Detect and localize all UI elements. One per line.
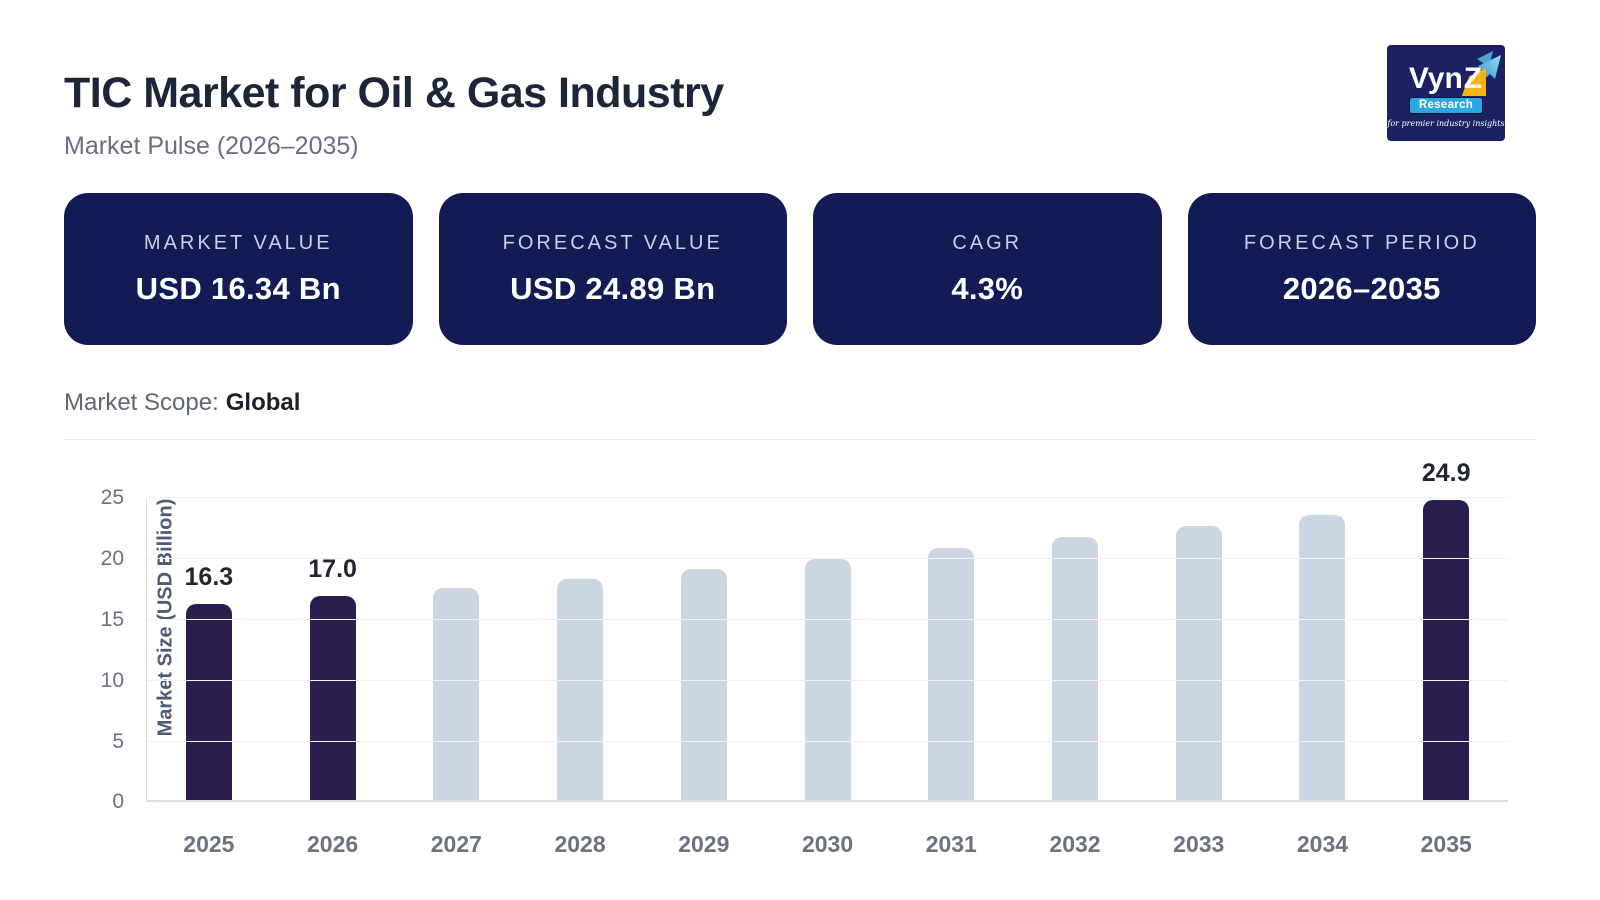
kpi-card-forecast-period: FORECAST PERIOD 2026–2035 xyxy=(1187,193,1536,346)
kpi-card-market-value: MARKET VALUE USD 16.34 Bn xyxy=(64,193,413,346)
y-tick-label: 5 xyxy=(112,729,124,753)
y-tick-label: 25 xyxy=(100,486,124,510)
y-tick-label: 20 xyxy=(100,547,124,571)
kpi-value: 4.3% xyxy=(951,270,1024,306)
bar-2031 xyxy=(928,548,975,803)
bar-2030 xyxy=(804,559,851,803)
x-axis-label: 2029 xyxy=(678,831,730,858)
kpi-label: FORECAST PERIOD xyxy=(1243,231,1480,254)
bar-column-2030: 2030 xyxy=(766,498,890,857)
bar-column-2031: 2031 xyxy=(889,498,1013,857)
bar-2029 xyxy=(680,568,727,803)
market-scope-value: Global xyxy=(225,389,301,417)
gridline xyxy=(147,800,1508,803)
kpi-card-forecast-value: FORECAST VALUE USD 24.89 Bn xyxy=(438,193,787,346)
kpi-value: USD 16.34 Bn xyxy=(135,270,341,306)
x-axis-label: 2030 xyxy=(801,831,854,858)
bar-column-2034: 2034 xyxy=(1261,498,1385,857)
kpi-label: FORECAST VALUE xyxy=(502,231,723,254)
bar-columns: 16.3 2025 17.0 2026 2027 2028 2029 2030 2031 2032… xyxy=(147,459,1508,858)
y-tick-label: 0 xyxy=(112,790,124,814)
bar-column-2027: 2027 xyxy=(394,498,518,857)
gridline xyxy=(147,497,1508,499)
bar-2025 xyxy=(185,604,232,803)
gridline xyxy=(147,618,1508,620)
bar-2028 xyxy=(557,578,604,803)
logo-brand-text: VynZ xyxy=(1408,62,1483,95)
bar-column-2035: 24.9 2035 xyxy=(1384,459,1508,858)
vynz-research-logo: VynZ Research for premier industry insig… xyxy=(1387,45,1505,141)
page-subtitle: Market Pulse (2026–2035) xyxy=(64,132,359,161)
bar-column-2033: 2033 xyxy=(1137,498,1261,857)
x-axis-label: 2027 xyxy=(430,831,482,858)
kpi-label: CAGR xyxy=(952,231,1023,254)
gridline xyxy=(147,558,1508,560)
bar-value-label: 16.3 xyxy=(184,563,234,592)
bar-value-label: 17.0 xyxy=(308,554,357,583)
x-axis-label: 2033 xyxy=(1173,831,1225,858)
y-axis-tick-labels: 0 5 10 15 20 25 xyxy=(64,487,140,813)
logo-tagline: for premier industry insights xyxy=(1387,119,1505,128)
kpi-row: MARKET VALUE USD 16.34 Bn FORECAST VALUE… xyxy=(64,193,1536,346)
page-title: TIC Market for Oil & Gas Industry xyxy=(64,69,724,117)
bar-2035 xyxy=(1423,499,1470,803)
divider xyxy=(64,439,1536,441)
x-axis-label: 2034 xyxy=(1296,831,1349,858)
kpi-card-cagr: CAGR 4.3% xyxy=(813,193,1162,346)
x-axis-label: 2035 xyxy=(1420,831,1472,858)
bar-2026 xyxy=(309,595,356,803)
gridline xyxy=(147,740,1508,742)
kpi-value: 2026–2035 xyxy=(1282,270,1441,306)
x-axis-label: 2031 xyxy=(925,831,977,858)
bar-2034 xyxy=(1299,515,1346,803)
gridline xyxy=(147,679,1508,681)
x-axis-label: 2026 xyxy=(307,831,359,858)
plot-area: 16.3 2025 17.0 2026 2027 2028 2029 2030 2031 2032… xyxy=(146,459,1508,858)
market-scope-line: Market Scope: Global xyxy=(64,389,1536,417)
y-tick-label: 15 xyxy=(100,607,124,631)
bar-2027 xyxy=(433,588,480,803)
market-scope-label: Market Scope: xyxy=(64,389,219,417)
bar-column-2032: 2032 xyxy=(1013,498,1137,857)
kpi-value: USD 24.89 Bn xyxy=(510,270,716,306)
bar-2033 xyxy=(1175,526,1222,803)
x-axis-label: 2032 xyxy=(1049,831,1101,858)
x-axis-label: 2028 xyxy=(554,831,606,858)
bar-column-2026: 17.0 2026 xyxy=(271,498,395,858)
bar-chart: Market Size (USD Billion) 0 5 10 15 20 25 16.… xyxy=(64,456,1536,894)
bar-2032 xyxy=(1052,537,1098,803)
kpi-label: MARKET VALUE xyxy=(143,231,333,254)
logo-research-badge: Research xyxy=(1408,97,1484,114)
logo-z-accent: Z xyxy=(1463,62,1483,95)
bar-column-2025: 16.3 2025 xyxy=(147,498,271,857)
header: TIC Market for Oil & Gas Industry Market… xyxy=(0,0,1600,161)
bar-column-2028: 2028 xyxy=(518,498,642,857)
bar-column-2029: 2029 xyxy=(642,498,766,857)
x-axis-label: 2025 xyxy=(183,831,235,858)
bar-value-label: 24.9 xyxy=(1421,458,1471,487)
y-tick-label: 10 xyxy=(100,668,124,692)
